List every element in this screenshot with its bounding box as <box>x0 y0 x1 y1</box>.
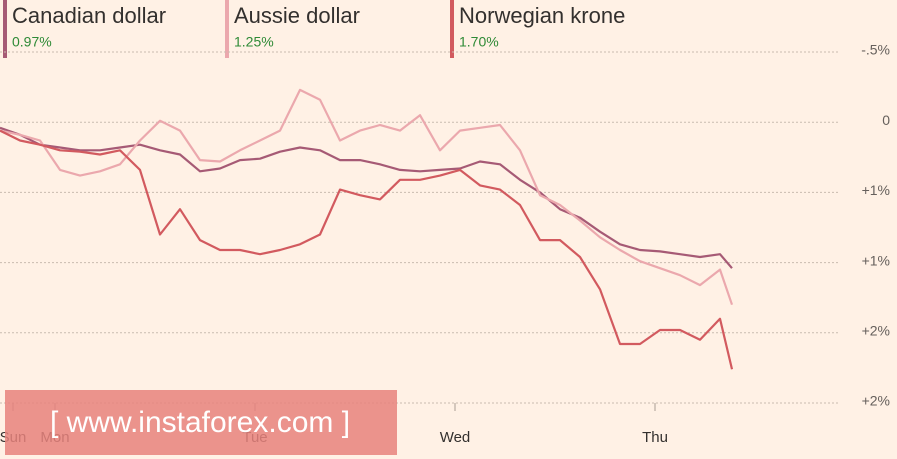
y-tick-label: +2% <box>862 393 890 409</box>
legend-label: Norwegian krone <box>459 3 625 28</box>
legend-change: 1.70% <box>459 34 499 50</box>
legend-swatch <box>450 0 454 58</box>
y-tick-label: +2% <box>862 323 890 339</box>
watermark: [ www.instaforex.com ] <box>50 406 350 439</box>
y-tick-label: 0 <box>882 112 890 128</box>
x-tick-label: Thu <box>642 429 668 446</box>
y-tick-label: +1% <box>862 182 890 198</box>
legend-change: 1.25% <box>234 34 274 50</box>
line-series <box>0 88 734 306</box>
legend-swatch <box>3 0 7 58</box>
y-tick-label: -.5% <box>861 42 890 58</box>
x-tick-label: Wed <box>440 429 471 446</box>
watermark-box <box>5 390 397 455</box>
legend-label: Aussie dollar <box>234 3 360 28</box>
line-series <box>0 129 734 370</box>
legend-label: Canadian dollar <box>12 3 166 28</box>
legend-change: 0.97% <box>12 34 52 50</box>
y-tick-label: +1% <box>862 252 890 268</box>
legend: Canadian dollar 0.97% Aussie dollar 1.25% No… <box>3 0 625 58</box>
legend-swatch <box>225 0 229 58</box>
line-series <box>0 126 733 269</box>
